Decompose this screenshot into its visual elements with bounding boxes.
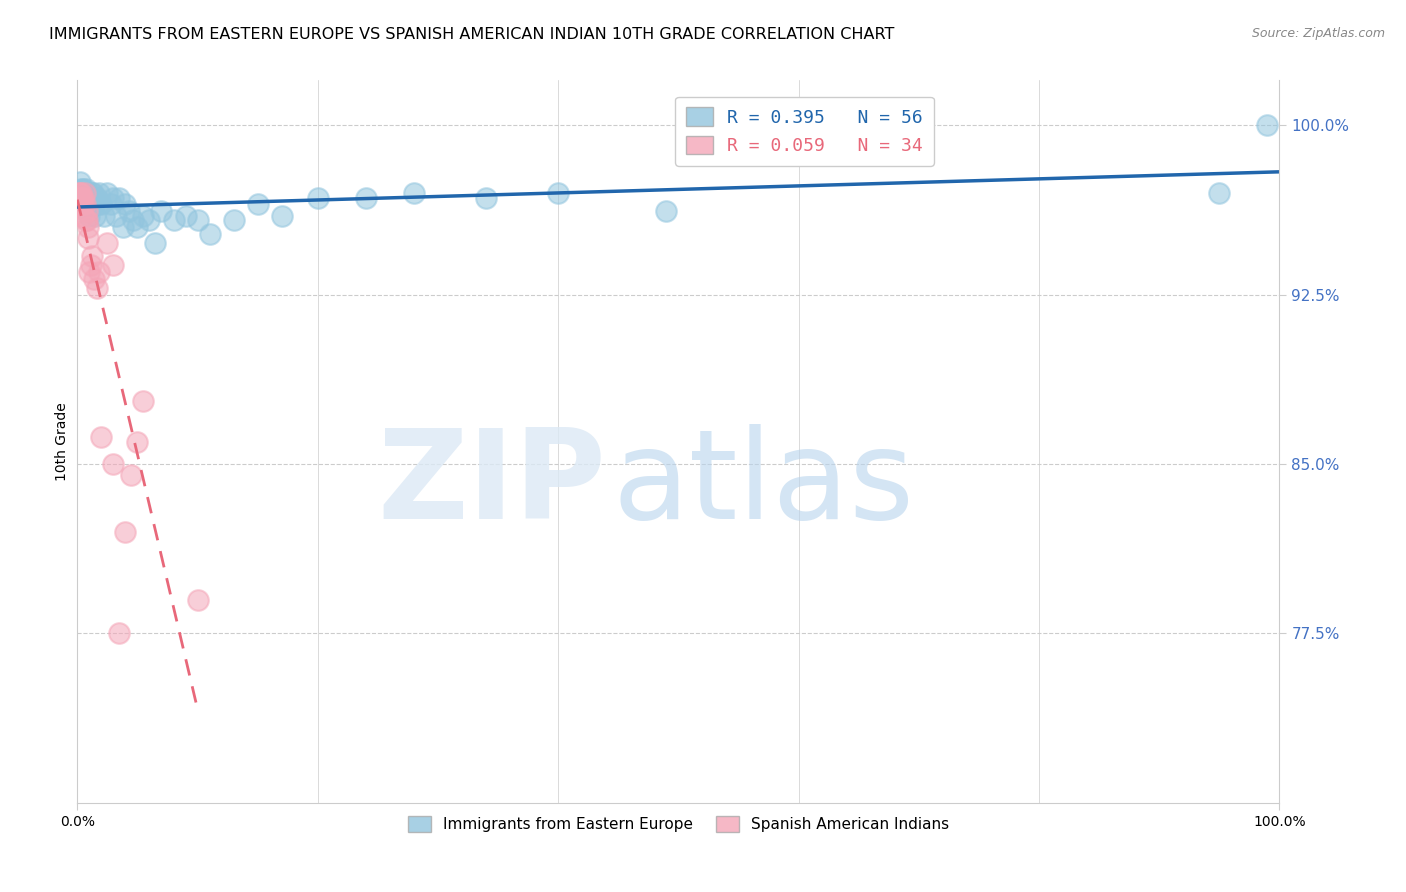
Point bbox=[72, 197, 94, 211]
Point bbox=[86, 281, 108, 295]
Point bbox=[75, 191, 97, 205]
Point bbox=[127, 220, 149, 235]
Point bbox=[82, 186, 104, 201]
Point bbox=[103, 259, 125, 273]
Point bbox=[100, 197, 122, 211]
Point bbox=[96, 235, 118, 250]
Point bbox=[76, 213, 98, 227]
Point bbox=[222, 213, 245, 227]
Point bbox=[655, 204, 678, 219]
Point bbox=[1256, 119, 1278, 133]
Point bbox=[103, 191, 125, 205]
Point bbox=[79, 265, 101, 279]
Point bbox=[69, 175, 91, 189]
Point bbox=[76, 186, 98, 201]
Point bbox=[162, 213, 184, 227]
Point bbox=[77, 231, 100, 245]
Point bbox=[111, 220, 134, 235]
Point bbox=[83, 272, 105, 286]
Point bbox=[80, 249, 103, 263]
Point bbox=[307, 191, 329, 205]
Point bbox=[87, 186, 110, 201]
Point bbox=[120, 468, 142, 483]
Point bbox=[145, 235, 167, 250]
Point bbox=[96, 186, 118, 201]
Point bbox=[70, 197, 93, 211]
Text: atlas: atlas bbox=[612, 425, 914, 545]
Point bbox=[402, 186, 425, 201]
Point bbox=[132, 209, 155, 223]
Point bbox=[70, 191, 93, 205]
Point bbox=[83, 197, 105, 211]
Point bbox=[86, 191, 108, 205]
Point bbox=[114, 197, 136, 211]
Point bbox=[198, 227, 221, 241]
Point bbox=[67, 186, 90, 201]
Point bbox=[246, 197, 269, 211]
Text: ZIP: ZIP bbox=[378, 425, 606, 545]
Legend: Immigrants from Eastern Europe, Spanish American Indians: Immigrants from Eastern Europe, Spanish … bbox=[402, 810, 955, 838]
Point bbox=[72, 181, 94, 195]
Point bbox=[67, 197, 90, 211]
Point bbox=[69, 191, 91, 205]
Point bbox=[70, 181, 93, 195]
Point bbox=[547, 186, 569, 201]
Point bbox=[132, 393, 155, 408]
Point bbox=[118, 204, 141, 219]
Point bbox=[90, 430, 112, 444]
Point bbox=[104, 209, 127, 223]
Point bbox=[121, 213, 143, 227]
Text: IMMIGRANTS FROM EASTERN EUROPE VS SPANISH AMERICAN INDIAN 10TH GRADE CORRELATION: IMMIGRANTS FROM EASTERN EUROPE VS SPANIS… bbox=[49, 27, 894, 42]
Point bbox=[77, 204, 100, 219]
Point bbox=[72, 209, 94, 223]
Point bbox=[70, 186, 93, 201]
Point bbox=[93, 209, 115, 223]
Point bbox=[354, 191, 377, 205]
Point bbox=[72, 197, 94, 211]
Point bbox=[1208, 186, 1230, 201]
Point bbox=[186, 592, 209, 607]
Point bbox=[70, 191, 93, 205]
Point bbox=[75, 181, 97, 195]
Point bbox=[73, 186, 96, 201]
Point bbox=[150, 204, 173, 219]
Point bbox=[72, 191, 94, 205]
Point bbox=[270, 209, 292, 223]
Point bbox=[103, 457, 125, 471]
Point bbox=[79, 191, 101, 205]
Point bbox=[186, 213, 209, 227]
Point bbox=[84, 209, 107, 223]
Point bbox=[76, 204, 98, 219]
Point bbox=[87, 197, 110, 211]
Point bbox=[114, 524, 136, 539]
Point bbox=[69, 186, 91, 201]
Point bbox=[79, 259, 101, 273]
Point bbox=[77, 191, 100, 205]
Text: Source: ZipAtlas.com: Source: ZipAtlas.com bbox=[1251, 27, 1385, 40]
Point bbox=[79, 186, 101, 201]
Point bbox=[80, 197, 103, 211]
Point bbox=[70, 186, 93, 201]
Point bbox=[79, 209, 101, 223]
Point bbox=[475, 191, 498, 205]
Point bbox=[76, 197, 98, 211]
Point bbox=[70, 191, 93, 205]
Y-axis label: 10th Grade: 10th Grade bbox=[55, 402, 69, 481]
Point bbox=[127, 434, 149, 449]
Point bbox=[67, 186, 90, 201]
Point bbox=[80, 186, 103, 201]
Point bbox=[77, 220, 100, 235]
Point bbox=[90, 197, 112, 211]
Point bbox=[73, 197, 96, 211]
Point bbox=[87, 265, 110, 279]
Point bbox=[108, 191, 131, 205]
Point bbox=[75, 213, 97, 227]
Point bbox=[73, 186, 96, 201]
Point bbox=[138, 213, 160, 227]
Point bbox=[108, 626, 131, 640]
Point bbox=[174, 209, 197, 223]
